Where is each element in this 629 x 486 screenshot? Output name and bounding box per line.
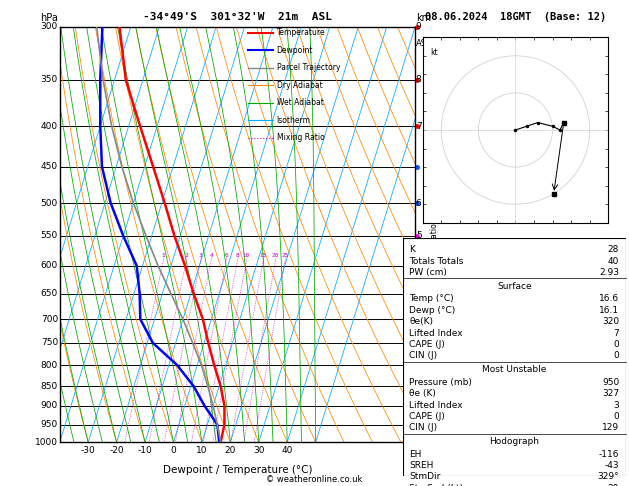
Text: 129: 129 [602,423,619,433]
Text: 7: 7 [613,329,619,338]
Text: 6: 6 [225,253,228,258]
Text: 8: 8 [416,75,421,85]
Text: 5: 5 [416,231,421,241]
Text: CAPE (J): CAPE (J) [409,412,445,421]
Text: PW (cm): PW (cm) [409,268,447,277]
Text: 40: 40 [282,447,293,455]
Text: 0: 0 [613,351,619,361]
Text: 2: 2 [184,253,188,258]
Text: 25: 25 [282,253,289,258]
Text: 700: 700 [41,314,58,324]
Text: Pressure (mb): Pressure (mb) [409,378,472,387]
Text: 10: 10 [243,253,250,258]
Text: 950: 950 [602,378,619,387]
Text: 0: 0 [613,340,619,349]
Text: Mixing Ratio: Mixing Ratio [277,133,325,142]
Text: 08.06.2024  18GMT  (Base: 12): 08.06.2024 18GMT (Base: 12) [425,12,606,22]
Text: 2.93: 2.93 [599,268,619,277]
Text: Lifted Index: Lifted Index [409,329,463,338]
Text: Dewpoint / Temperature (°C): Dewpoint / Temperature (°C) [163,465,312,475]
Text: CAPE (J): CAPE (J) [409,340,445,349]
Text: 1: 1 [162,253,165,258]
Text: 20: 20 [608,484,619,486]
Text: 1: 1 [416,401,421,410]
Text: 850: 850 [41,382,58,391]
Text: Temp (°C): Temp (°C) [409,295,454,303]
Text: 550: 550 [41,231,58,241]
Text: 1000: 1000 [35,438,58,447]
Text: 16.6: 16.6 [599,295,619,303]
Text: EH: EH [409,450,421,459]
Text: 15: 15 [260,253,267,258]
Text: Temperature: Temperature [277,29,325,37]
Text: 3: 3 [613,400,619,410]
Text: 800: 800 [41,361,58,370]
Text: © weatheronline.co.uk: © weatheronline.co.uk [266,474,363,484]
Text: 40: 40 [608,257,619,266]
Text: 20: 20 [272,253,279,258]
Text: Mixing Ratio (g/kg): Mixing Ratio (g/kg) [430,198,439,271]
Text: 300: 300 [41,22,58,31]
Text: -10: -10 [138,447,152,455]
Text: Hodograph: Hodograph [489,437,539,446]
Text: 20: 20 [225,447,236,455]
Text: ASL: ASL [416,39,431,48]
Text: 600: 600 [41,261,58,270]
Text: Totals Totals: Totals Totals [409,257,464,266]
Text: θe (K): θe (K) [409,389,436,398]
Text: CIN (J): CIN (J) [409,351,437,361]
Text: Dry Adiabat: Dry Adiabat [277,81,322,90]
Text: StmSpd (kt): StmSpd (kt) [409,484,464,486]
Text: 8: 8 [236,253,240,258]
Text: 7: 7 [416,122,421,131]
Text: 320: 320 [602,317,619,326]
Text: 0: 0 [170,447,176,455]
Text: 350: 350 [41,75,58,85]
Text: CIN (J): CIN (J) [409,423,437,433]
Text: 500: 500 [41,199,58,208]
Text: Parcel Trajectory: Parcel Trajectory [277,63,340,72]
Text: 900: 900 [41,401,58,410]
Text: hPa: hPa [40,13,58,22]
Text: SREH: SREH [409,461,433,470]
Text: Dewpoint: Dewpoint [277,46,313,55]
Text: Dewp (°C): Dewp (°C) [409,306,455,315]
Text: 450: 450 [41,162,58,171]
Text: 3: 3 [199,253,203,258]
Text: K: K [409,245,415,254]
Text: 400: 400 [41,122,58,131]
Text: 3: 3 [416,314,421,324]
Text: StmDir: StmDir [409,472,441,482]
Text: km: km [416,13,431,22]
Text: 6: 6 [416,199,421,208]
Text: 10: 10 [196,447,208,455]
Text: kt: kt [430,49,438,57]
Text: 2: 2 [416,361,421,370]
Text: -20: -20 [109,447,124,455]
Text: Surface: Surface [497,282,532,291]
Text: 950: 950 [41,420,58,429]
Text: Most Unstable: Most Unstable [482,365,547,374]
Text: -34°49'S  301°32'W  21m  ASL: -34°49'S 301°32'W 21m ASL [143,12,332,22]
Text: -30: -30 [81,447,96,455]
Text: 327: 327 [602,389,619,398]
Text: LCL: LCL [416,438,431,447]
Text: Wet Adiabat: Wet Adiabat [277,98,323,107]
Text: 4: 4 [416,261,421,270]
Text: 0: 0 [613,412,619,421]
Text: 4: 4 [209,253,213,258]
Text: 9: 9 [416,22,421,31]
Text: -116: -116 [599,450,619,459]
Text: 329°: 329° [598,472,619,482]
Text: 16.1: 16.1 [599,306,619,315]
Text: 30: 30 [253,447,265,455]
Text: 750: 750 [41,338,58,347]
Text: θe(K): θe(K) [409,317,433,326]
Text: Isotherm: Isotherm [277,116,311,125]
Text: -43: -43 [604,461,619,470]
Text: 650: 650 [41,289,58,298]
Text: Lifted Index: Lifted Index [409,400,463,410]
Text: 28: 28 [608,245,619,254]
